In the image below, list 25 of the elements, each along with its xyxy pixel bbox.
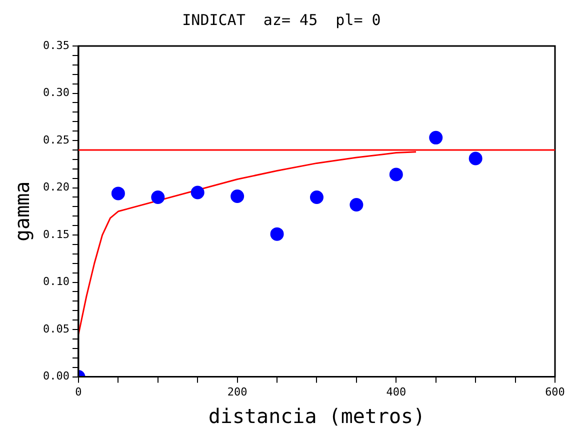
x-tick-label: 0: [75, 385, 82, 398]
point: [151, 190, 165, 204]
y-tick-label: 0.15: [42, 228, 70, 241]
point: [389, 168, 403, 182]
y-tick-label: 0.05: [42, 322, 70, 336]
point: [429, 130, 443, 144]
y-tick-label: 0.00: [42, 370, 70, 383]
y-tick-label: 0.25: [42, 133, 70, 146]
point: [468, 152, 482, 166]
point: [310, 190, 324, 204]
y-tick-label: 0.30: [42, 86, 70, 100]
y-tick-label: 0.10: [42, 275, 70, 288]
chart-title: INDICAT az= 45 pl= 0: [182, 10, 381, 29]
x-tick-label: 400: [386, 385, 406, 398]
x-tick-label: 200: [227, 385, 248, 398]
point: [190, 186, 204, 200]
x-tick-label: 600: [545, 385, 565, 398]
y-axis-title: gamma: [10, 181, 34, 242]
y-tick-label: 0.35: [42, 38, 70, 52]
point: [111, 186, 125, 200]
y-tick-label: 0.20: [42, 180, 70, 194]
x-axis-title: distancia (metros): [208, 404, 426, 428]
point: [230, 190, 244, 204]
point: [270, 227, 284, 241]
point: [350, 198, 364, 212]
